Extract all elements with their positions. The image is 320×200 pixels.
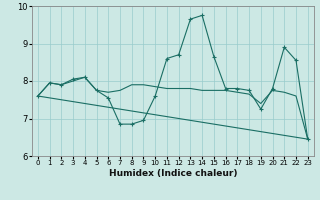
- X-axis label: Humidex (Indice chaleur): Humidex (Indice chaleur): [108, 169, 237, 178]
